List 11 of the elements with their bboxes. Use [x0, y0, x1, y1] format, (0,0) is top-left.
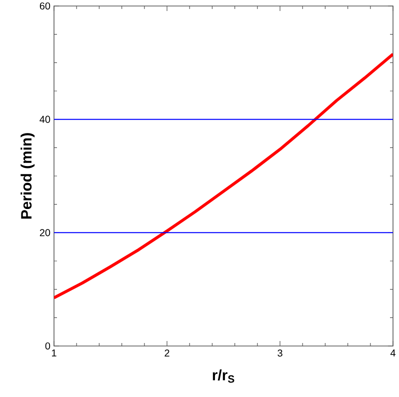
x-tick-label: 3 — [278, 350, 282, 357]
x-tick-label: 1 — [52, 350, 56, 356]
y-tick-label: 0 — [45, 342, 50, 350]
y-tick-label: 40 — [40, 116, 50, 123]
x-tick-label: 4 — [390, 350, 396, 356]
line-series — [54, 52, 394, 300]
x-tick-label: 2 — [164, 350, 170, 356]
y-axis-title: Period (min) — [20, 133, 35, 219]
y-tick-label: 60 — [40, 2, 50, 10]
x-axis-title: r/r$_{S}$ — [212, 369, 234, 383]
y-tick-label: 20 — [40, 229, 50, 236]
